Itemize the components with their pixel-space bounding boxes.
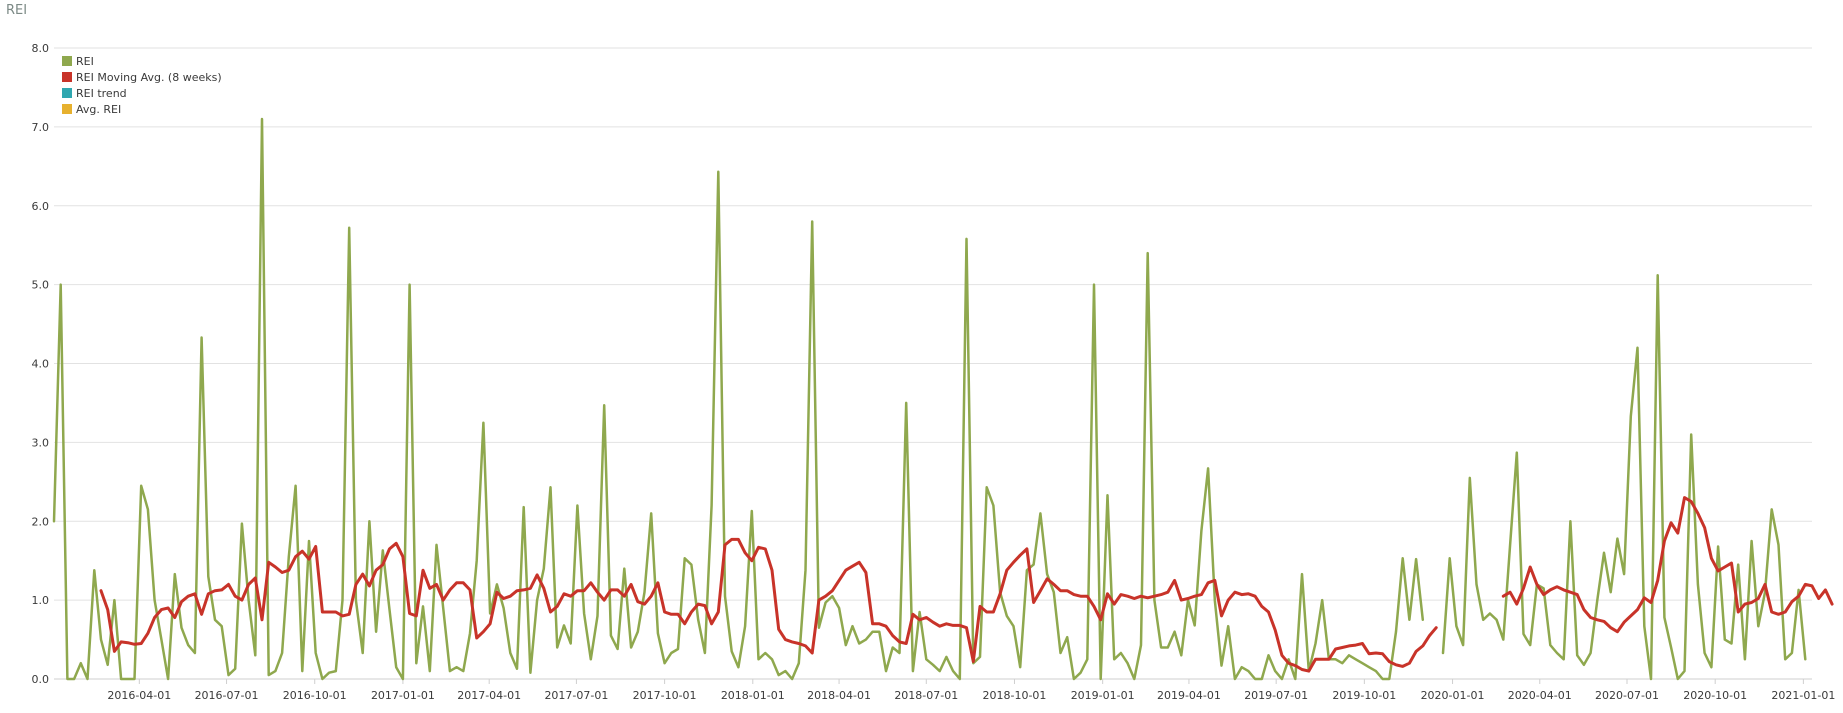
legend-label: REI: [76, 55, 94, 68]
y-tick-label: 7.0: [32, 121, 50, 134]
series-line-1[interactable]: [99, 496, 1834, 673]
x-tick-label: 2016-04-01: [107, 689, 171, 702]
legend-swatch: [62, 104, 72, 114]
x-tick-label: 2017-04-01: [457, 689, 521, 702]
x-tick-label: 2021-01-01: [1771, 689, 1835, 702]
y-tick-label: 4.0: [32, 358, 50, 371]
x-tick-label: 2019-07-01: [1244, 689, 1308, 702]
legend[interactable]: REI REI Moving Avg. (8 weeks) REI trend Avg…: [62, 55, 222, 116]
x-tick-label: 2018-01-01: [721, 689, 785, 702]
legend-label: Avg. REI: [76, 103, 121, 116]
legend-swatch: [62, 56, 72, 66]
x-tick-label: 2017-10-01: [633, 689, 697, 702]
x-tick-label: 2019-01-01: [1071, 689, 1135, 702]
legend-item[interactable]: REI: [62, 55, 94, 68]
x-tick-label: 2019-10-01: [1332, 689, 1396, 702]
y-axis-tick-labels: 0.0 1.0 2.0 3.0 4.0 5.0 6.0 7.0 8.0: [32, 42, 50, 686]
x-tick-label: 2019-04-01: [1157, 689, 1221, 702]
x-tick-label: 2016-10-01: [283, 689, 347, 702]
x-tick-label: 2018-10-01: [983, 689, 1047, 702]
grid-lines: [54, 47, 1812, 680]
y-tick-label: 8.0: [32, 42, 50, 55]
legend-swatch: [62, 88, 72, 98]
panel-title: REI: [6, 3, 28, 18]
series-lines: [52, 117, 1834, 681]
legend-item[interactable]: REI trend: [62, 87, 127, 100]
legend-item[interactable]: REI Moving Avg. (8 weeks): [62, 71, 222, 84]
legend-swatch: [62, 72, 72, 82]
y-tick-label: 3.0: [32, 436, 50, 449]
x-tick-label: 2017-01-01: [371, 689, 435, 702]
x-tick-label: 2020-07-01: [1595, 689, 1659, 702]
x-tick-label: 2018-07-01: [894, 689, 958, 702]
legend-item[interactable]: Avg. REI: [62, 103, 121, 116]
legend-label: REI trend: [76, 87, 127, 100]
x-tick-label: 2020-04-01: [1508, 689, 1572, 702]
series-line-0[interactable]: [52, 117, 1807, 681]
y-tick-label: 6.0: [32, 200, 50, 213]
legend-label: REI Moving Avg. (8 weeks): [76, 71, 222, 84]
y-tick-label: 5.0: [32, 279, 50, 292]
x-tick-label: 2020-01-01: [1421, 689, 1485, 702]
x-tick-label: 2020-10-01: [1683, 689, 1747, 702]
x-tick-label: 2016-07-01: [195, 689, 259, 702]
y-tick-label: 2.0: [32, 515, 50, 528]
x-tick-label: 2018-04-01: [807, 689, 871, 702]
y-tick-label: 1.0: [32, 594, 50, 607]
y-tick-label: 0.0: [32, 673, 50, 686]
x-tick-label: 2017-07-01: [544, 689, 608, 702]
x-axis-tick-labels: 2016-04-01 2016-07-01 2016-10-01 2017-01-01…: [107, 679, 1835, 702]
